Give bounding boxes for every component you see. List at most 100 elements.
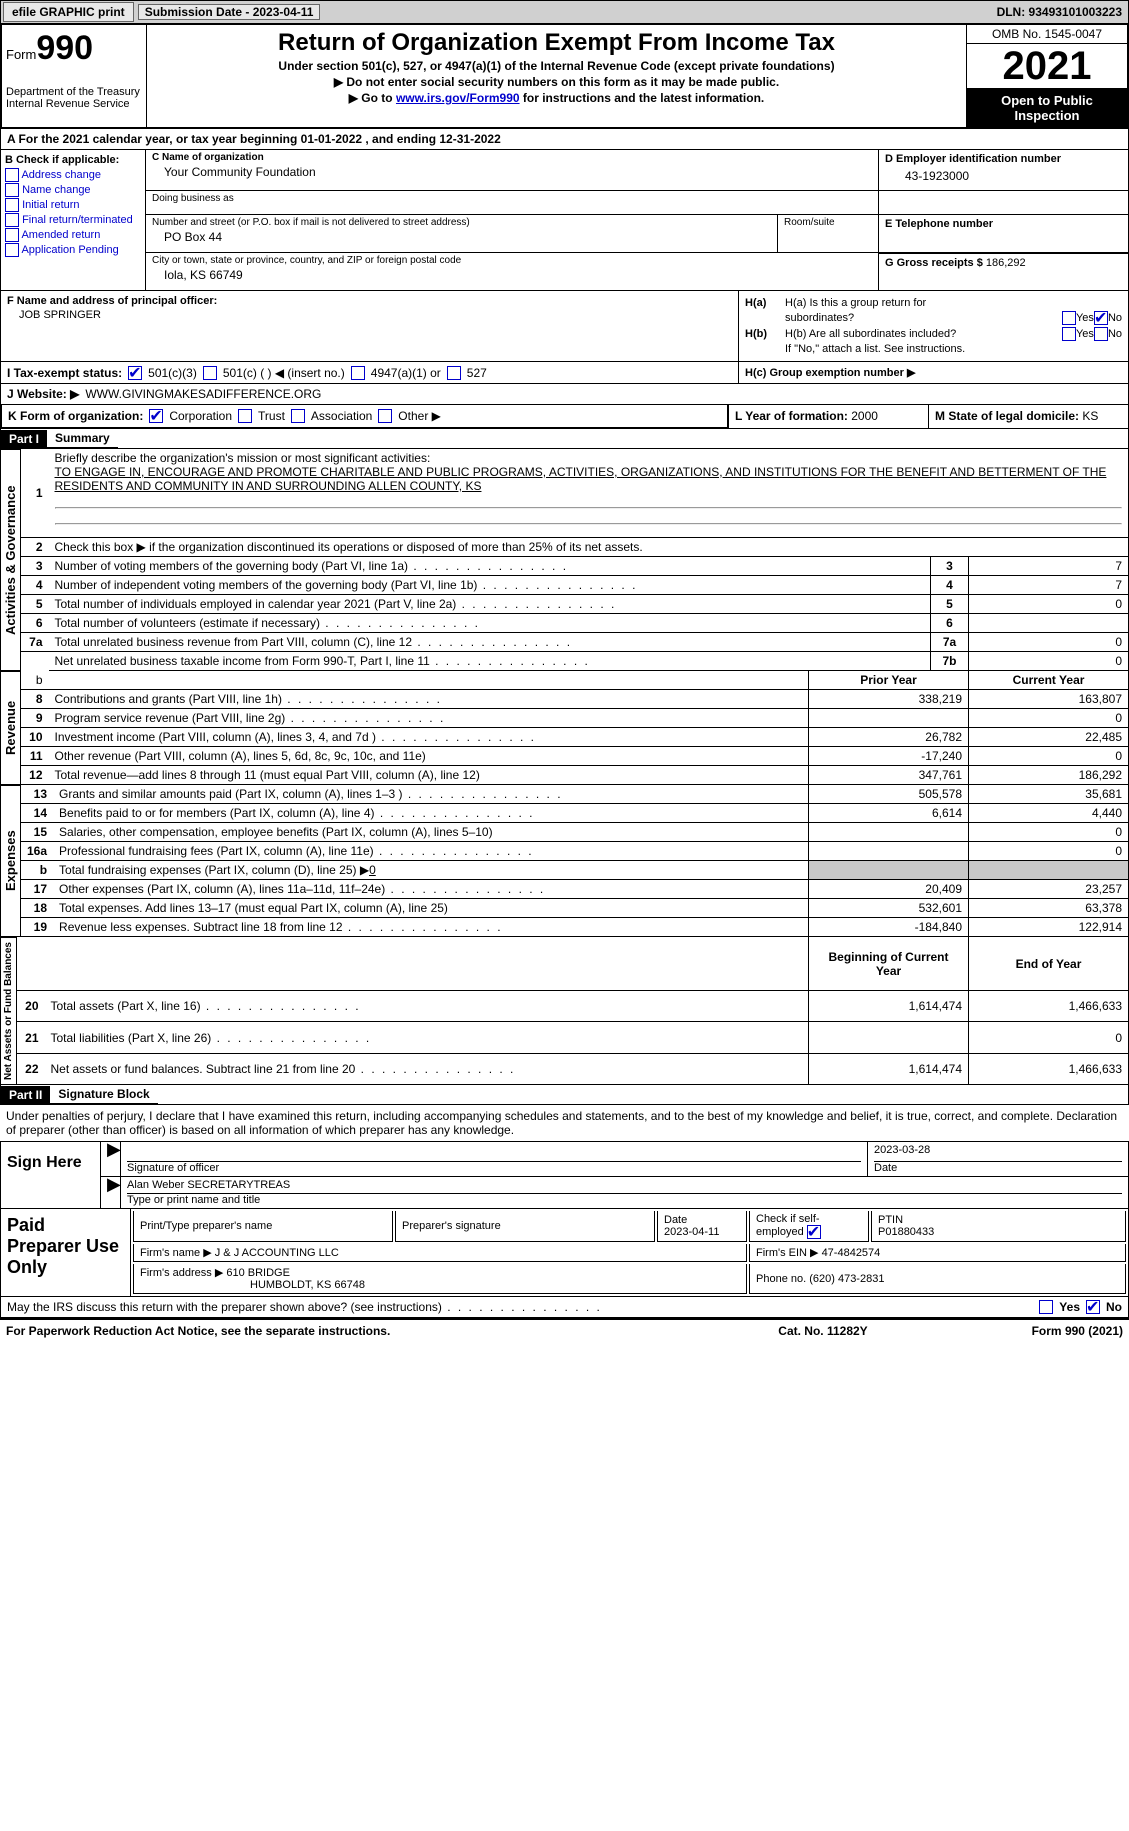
form-word: Form [6,47,36,62]
l22-begin: 1,614,474 [809,1053,969,1084]
firm-addr1: 610 BRIDGE [226,1267,290,1279]
firm-ein: 47-4842574 [822,1247,881,1259]
l22-text: Net assets or fund balances. Subtract li… [45,1053,809,1084]
chk-final-return[interactable]: Final return/terminated [5,213,141,227]
open-to-public: Open to Public Inspection [967,89,1127,127]
c-name-label: C Name of organization [152,152,872,163]
arrow-icon: ▶ [107,1174,121,1194]
hb-note: If "No," attach a list. See instructions… [785,343,965,355]
hc-label: H(c) Group exemption number ▶ [745,367,915,379]
may-no-checkbox[interactable] [1086,1300,1100,1314]
may-yes-checkbox[interactable] [1039,1300,1053,1314]
ha-yes-checkbox[interactable] [1062,311,1076,325]
sign-here-label: Sign Here [1,1142,101,1208]
hb-yes-checkbox[interactable] [1062,327,1076,341]
l20-end: 1,466,633 [969,991,1129,1022]
firm-addr2: HUMBOLDT, KS 66748 [140,1279,365,1291]
l5-text: Total number of individuals employed in … [49,595,931,614]
summary-expenses-table: 13Grants and similar amounts paid (Part … [20,785,1129,937]
mission-text: TO ENGAGE IN, ENCOURAGE AND PROMOTE CHAR… [55,465,1107,493]
firm-phone: (620) 473-2831 [809,1273,884,1285]
chk-application-pending[interactable]: Application Pending [5,243,141,257]
vert-net-assets: Net Assets or Fund Balances [0,937,16,1085]
chk-trust[interactable] [238,409,252,423]
part2-title: Signature Block [50,1085,157,1104]
form-header: Form990 Department of the Treasury Inter… [0,24,1129,129]
l9-curr: 0 [969,709,1129,728]
footer-form: Form 990 (2021) [923,1324,1123,1338]
k-label: K Form of organization: [8,409,143,423]
print-name-label: Type or print name and title [127,1193,1122,1206]
officer-print-name: Alan Weber SECRETARYTREAS [127,1179,1122,1193]
l8-curr: 163,807 [969,690,1129,709]
irs-link[interactable]: www.irs.gov/Form990 [396,91,520,105]
m-label: M State of legal domicile: [935,409,1082,423]
l19-text: Revenue less expenses. Subtract line 18 … [53,918,808,937]
irs-text: Internal Revenue Service [6,98,142,110]
chk-501c[interactable] [203,366,217,380]
chk-corporation[interactable] [149,409,163,423]
current-year-header: Current Year [969,671,1129,690]
l7b-value: 0 [969,652,1129,671]
ein-value: 43-1923000 [885,165,1122,187]
l4-text: Number of independent voting members of … [49,576,931,595]
form-subtitle-1: Under section 501(c), 527, or 4947(a)(1)… [153,59,960,73]
summary-netassets-table: Beginning of Current YearEnd of Year 20T… [16,937,1129,1085]
ha-no-checkbox[interactable] [1094,311,1108,325]
vert-activities: Activities & Governance [0,449,20,671]
l17-prior: 20,409 [809,880,969,899]
may-irs-discuss: May the IRS discuss this return with the… [0,1297,1129,1318]
efile-print-button[interactable]: efile GRAPHIC print [3,2,134,22]
chk-self-employed[interactable] [807,1225,821,1239]
chk-other[interactable] [378,409,392,423]
l18-text: Total expenses. Add lines 13–17 (must eq… [53,899,808,918]
section-f-h: F Name and address of principal officer:… [0,291,1129,362]
chk-501c3[interactable] [128,366,142,380]
chk-name-change[interactable]: Name change [5,183,141,197]
street-value: PO Box 44 [152,228,771,250]
form-number: 990 [36,29,93,67]
l7a-text: Total unrelated business revenue from Pa… [49,633,931,652]
chk-amended-return[interactable]: Amended return [5,228,141,242]
l18-prior: 532,601 [809,899,969,918]
year-formation: 2000 [851,409,878,423]
phone-value [885,230,1122,238]
l17-text: Other expenses (Part IX, column (A), lin… [53,880,808,899]
l19-curr: 122,914 [969,918,1129,937]
part1-header: Part I [1,430,47,448]
arrow-icon: ▶ [107,1139,121,1159]
l16b-text: Total fundraising expenses (Part IX, col… [53,861,808,880]
footer-cat: Cat. No. 11282Y [723,1324,923,1338]
l10-text: Investment income (Part VIII, column (A)… [49,728,809,747]
chk-address-change[interactable]: Address change [5,168,141,182]
website-value: WWW.GIVINGMAKESADIFFERENCE.ORG [85,387,321,401]
chk-4947[interactable] [351,366,365,380]
l12-curr: 186,292 [969,766,1129,785]
l6-value [969,614,1129,633]
begin-year-header: Beginning of Current Year [809,937,969,991]
l13-text: Grants and similar amounts paid (Part IX… [53,785,808,804]
submission-date-button[interactable]: Submission Date - 2023-04-11 [138,4,321,20]
l21-begin [809,1022,969,1053]
firm-name: J & J ACCOUNTING LLC [215,1247,339,1259]
l14-curr: 4,440 [969,804,1129,823]
chk-initial-return[interactable]: Initial return [5,198,141,212]
signature-block: Sign Here ▶ Signature of officer 2023-03… [0,1142,1129,1209]
dba-value [152,204,872,212]
l12-prior: 347,761 [809,766,969,785]
l5-value: 0 [969,595,1129,614]
hb-no-checkbox[interactable] [1094,327,1108,341]
l13-prior: 505,578 [809,785,969,804]
chk-527[interactable] [447,366,461,380]
officer-name: JOB SPRINGER [7,307,732,329]
firm-phone-label: Phone no. [756,1273,806,1285]
prep-sig-label: Preparer's signature [402,1220,501,1232]
l15-curr: 0 [969,823,1129,842]
prep-name-label: Print/Type preparer's name [140,1220,272,1232]
city-value: Iola, KS 66749 [152,266,872,288]
chk-association[interactable] [291,409,305,423]
room-label: Room/suite [784,217,872,228]
l22-end: 1,466,633 [969,1053,1129,1084]
l19-prior: -184,840 [809,918,969,937]
l15-text: Salaries, other compensation, employee b… [53,823,808,842]
